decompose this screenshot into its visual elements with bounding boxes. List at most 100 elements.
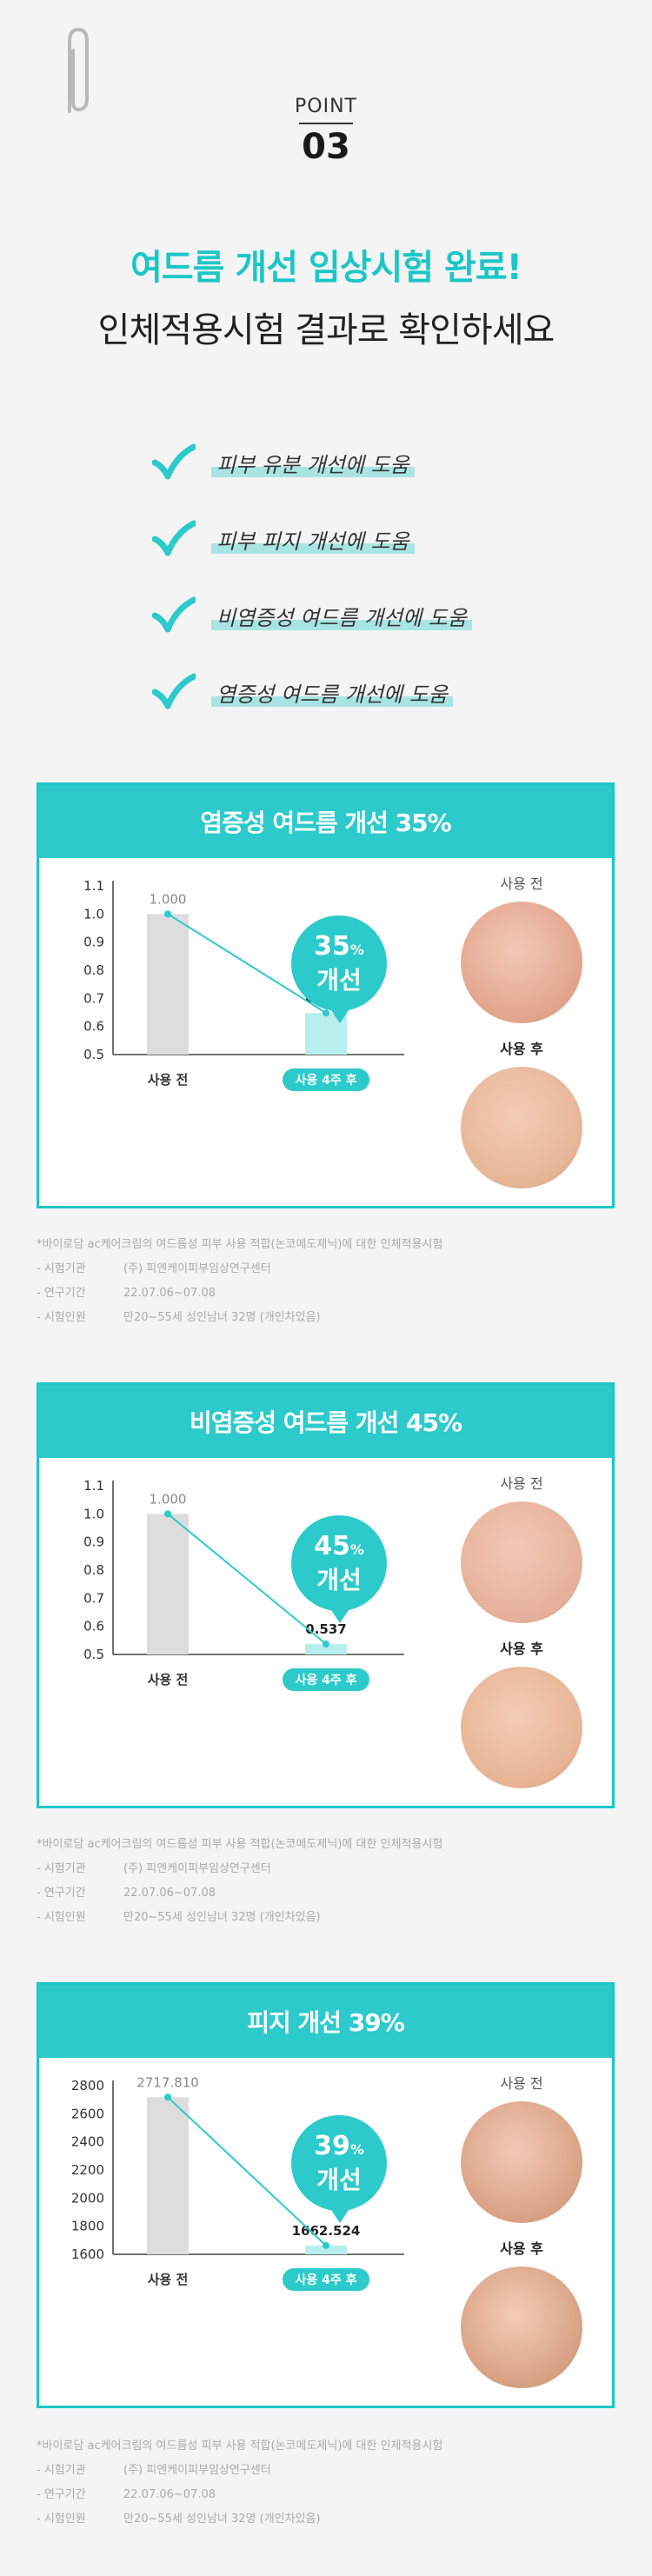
bubble-unit: % (349, 1541, 364, 1558)
check-item: 피부 유분 개선에 도움 (152, 424, 587, 501)
point-label: POINT (295, 96, 357, 117)
y-tick-label: 0.5 (83, 1647, 104, 1662)
y-tick-label: 2400 (71, 2134, 104, 2150)
chart-svg: 1.1 1.0 0.9 0.8 0.7 0.6 0.5 1.000 0.537 사용 전 사용 4주… (83, 1478, 404, 1691)
photo-before (461, 1501, 582, 1623)
check-item: 염증성 여드름 개선에 도움 (152, 654, 587, 730)
bar-value-label: 0.537 (305, 1621, 346, 1637)
bar-value-label: 1.000 (150, 891, 187, 907)
bubble-percent: 45 (314, 1531, 350, 1561)
bar (147, 914, 189, 1055)
chart-svg: 2800 2600 2400 2200 2000 1800 1600 2717.810 1662… (71, 2074, 404, 2291)
y-tick-label: 0.6 (83, 1019, 104, 1035)
trend-dot (323, 1641, 329, 1648)
y-tick-label: 2600 (71, 2106, 104, 2121)
bar-value-label: 1662.524 (292, 2223, 361, 2239)
footnote-value: 22.07.06~07.08 (123, 1287, 216, 1300)
check-item: 피부 피지 개선에 도움 (152, 501, 587, 577)
photo-before-label: 사용 전 (500, 1475, 543, 1492)
footnote-title: *바이로담 ac케어크림의 여드름성 피부 사용 적합(논코메도제닉)에 대한 … (37, 2440, 443, 2453)
check-item: 비염증성 여드름 개선에 도움 (152, 577, 587, 654)
y-tick-label: 1.1 (83, 1478, 104, 1494)
trend-dot (323, 2241, 329, 2249)
y-tick-label: 0.6 (83, 1619, 104, 1634)
y-tick-label: 2200 (71, 2162, 104, 2178)
y-tick-label: 0.9 (83, 935, 104, 950)
trend-dot (164, 1510, 171, 1518)
y-tick-label: 2800 (71, 2078, 104, 2093)
bubble-unit: % (349, 942, 364, 958)
check-icon (152, 520, 196, 556)
paperclip-icon (68, 27, 89, 113)
x-category-label: 사용 전 (148, 2272, 189, 2287)
bubble-unit: % (349, 2141, 364, 2158)
photo-after-label: 사용 후 (500, 1641, 543, 1657)
footnote-key: - 시험인원 (37, 1311, 86, 1324)
bubble-percent: 39 (314, 2131, 350, 2161)
footnote-value: 만20~55세 성인남녀 32명 (개인차있음) (123, 2513, 321, 2526)
y-tick-label: 1.0 (83, 1506, 104, 1521)
trend-line (167, 913, 327, 1014)
footnote-key: - 연구기간 (37, 1887, 86, 1900)
x-category-pill (283, 2268, 369, 2291)
trend-line (167, 1513, 327, 1645)
improvement-bubble: 45% 개선 (291, 1515, 387, 1623)
y-tick-label: 1800 (71, 2219, 104, 2234)
result-panel: 비염증성 여드름 개선 45% 1.1 1.0 0.9 0.8 0.7 0.6 0.5 1.0… (37, 1382, 615, 1808)
footnote-title: *바이로담 ac케어크림의 여드름성 피부 사용 적합(논코메도제닉)에 대한 … (37, 1238, 443, 1251)
before-after-photos: 사용 전 사용 후 (448, 2072, 595, 2402)
y-tick-label: 0.9 (83, 1534, 104, 1550)
y-tick-label: 1.1 (83, 878, 104, 894)
x-category-label: 사용 4주 후 (295, 1674, 356, 1687)
photo-before (461, 902, 582, 1023)
footnote-value: (주) 피엔케이피부임상연구센터 (123, 1862, 271, 1875)
check-item-label: 피부 유분 개선에 도움 (211, 453, 415, 477)
photo-after (461, 2266, 582, 2388)
x-category-label: 사용 전 (148, 1072, 189, 1088)
photo-after-label: 사용 후 (500, 1041, 543, 1057)
footnote-key: - 시험기관 (37, 2464, 86, 2477)
footnote-key: - 시험기관 (37, 1262, 86, 1275)
check-item-label: 피부 피지 개선에 도움 (211, 529, 415, 554)
bar (147, 2097, 189, 2254)
bar (305, 1644, 347, 1654)
bar-chart: 1.1 1.0 0.9 0.8 0.7 0.6 0.5 1.000 0.537 사용 전 사용 4주… (39, 1458, 422, 1719)
panel-header: 염증성 여드름 개선 35% (39, 785, 612, 858)
study-footnote: *바이로담 ac케어크림의 여드름성 피부 사용 적합(논코메도제닉)에 대한 … (37, 1833, 615, 1930)
footnote-title: *바이로담 ac케어크림의 여드름성 피부 사용 적합(논코메도제닉)에 대한 … (37, 1838, 443, 1851)
check-item-label: 비염증성 여드름 개선에 도움 (211, 606, 472, 630)
bar-value-label: 2717.810 (136, 2074, 199, 2090)
y-tick-label: 1.0 (83, 906, 104, 922)
photo-after (461, 1067, 582, 1188)
bar (147, 1514, 189, 1654)
footnote-value: (주) 피엔케이피부임상연구센터 (123, 2464, 271, 2477)
photo-before-label: 사용 전 (500, 2075, 543, 2092)
footnote-key: - 시험기관 (37, 1862, 86, 1875)
panel-title: 피지 개선 39% (247, 2008, 405, 2037)
result-panel: 염증성 여드름 개선 35% 1.1 1.0 0.9 0.8 0.7 0.6 0.5 1.00… (37, 782, 615, 1208)
photo-after (461, 1667, 582, 1788)
point-divider (299, 123, 353, 124)
before-after-photos: 사용 전 사용 후 (448, 872, 595, 1202)
footnote-value: 22.07.06~07.08 (123, 2488, 216, 2501)
check-icon (152, 673, 196, 709)
benefit-checklist: 피부 유분 개선에 도움 피부 피지 개선에 도움 비염증성 여드름 개선에 도… (152, 424, 587, 730)
footnote-key: - 시험인원 (37, 2513, 86, 2526)
y-tick-label: 0.7 (83, 1590, 104, 1606)
point-block: POINT 03 (0, 96, 652, 164)
panel-title: 비염증성 여드름 개선 45% (189, 1408, 462, 1437)
improvement-bubble: 35% 개선 (291, 915, 387, 1023)
headline-title: 여드름 개선 임상시험 완료! (130, 248, 522, 288)
check-icon (152, 443, 196, 480)
point-number: 03 (302, 127, 350, 167)
bubble-label: 개선 (316, 2166, 362, 2194)
trend-dot (164, 910, 171, 918)
footnote-value: 만20~55세 성인남녀 32명 (개인차있음) (123, 1311, 321, 1324)
check-icon (152, 596, 196, 633)
x-category-label: 사용 4주 후 (295, 2273, 356, 2287)
x-category-pill (283, 1668, 369, 1691)
headline-subtitle: 인체적용시험 결과로 확인하세요 (97, 310, 556, 350)
y-tick-label: 0.8 (83, 1562, 104, 1578)
footnote-value: 만20~55세 성인남녀 32명 (개인차있음) (123, 1911, 321, 1924)
y-tick-label: 1600 (71, 2247, 104, 2262)
